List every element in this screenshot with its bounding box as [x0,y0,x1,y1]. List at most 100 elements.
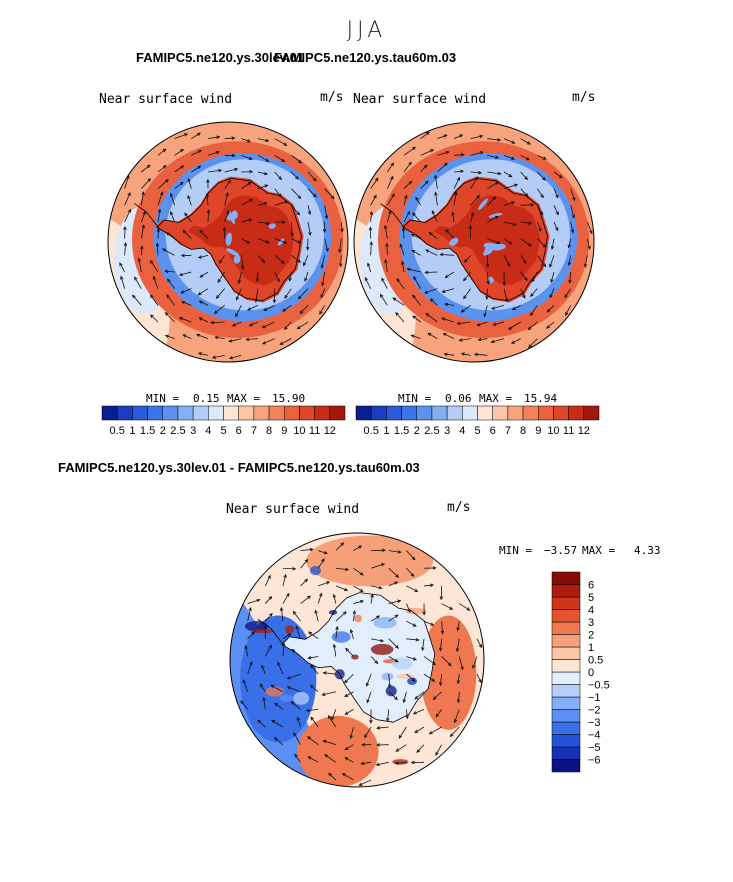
wind-vector [287,686,301,693]
wind-vector-head [197,165,202,170]
wind-vector-head [468,224,473,229]
wind-vectors [119,132,344,360]
wind-vector-head [412,657,417,661]
colorbar-cell [116,405,133,421]
wind-vector-head [286,676,291,680]
wind-vector [546,305,555,313]
wind-vector-head [434,191,438,196]
wind-vector [132,294,142,306]
wind-vector [415,197,422,206]
wind-vector [291,238,301,244]
wind-vector [416,744,425,753]
contour-fill [484,247,490,254]
colorbar-cell [329,405,346,421]
wind-vector-head [408,180,413,185]
wind-vector-head [428,730,433,735]
wind-vector [240,700,248,710]
wind-vector [425,271,438,273]
wind-vector [207,210,209,223]
wind-vector-head [182,334,187,338]
wind-vector-head [228,339,233,343]
wind-vector-head [240,265,245,270]
wind-vector-head [150,259,154,264]
wind-vector-head [214,335,219,340]
contour-fill [293,691,310,705]
wind-vector-head [155,242,160,247]
wind-vector-head [166,294,170,299]
wind-vector [441,603,453,610]
wind-vector-head [295,625,299,630]
wind-vector [315,610,319,622]
wind-vector [459,603,470,611]
contour-fill [226,248,240,256]
wind-vector [430,298,438,306]
wind-vector [413,709,425,715]
wind-vector [182,334,192,340]
colorbar-tick-label: 3 [444,425,450,437]
colorbar-tick-label: 7 [505,425,511,437]
wind-vector-head [147,178,152,182]
wind-vector-head [558,174,563,179]
wind-vector [324,238,329,252]
wind-vector-head [463,258,468,263]
wind-vector-head [504,298,509,303]
coastline [257,619,284,646]
wind-vector-head [162,164,167,169]
wind-vector-head [460,169,465,174]
wind-vector-head [427,332,432,337]
wind-vector-head [375,762,380,767]
wind-vector-head [291,648,296,653]
wind-vector [308,656,319,659]
wind-vector [453,177,460,189]
wind-vector [361,761,372,765]
wind-vector-head [156,227,161,232]
wind-vector-head [257,719,262,724]
wind-vector [165,312,175,323]
wind-vector-head [440,630,445,635]
wind-vector-head [379,293,384,298]
wind-vector [478,338,488,341]
wind-vector-head [307,756,312,760]
wind-vector-head [187,177,191,183]
wind-vector [454,709,460,723]
wind-vector [445,271,455,278]
wind-vector-head [406,267,411,272]
wind-vector-head [131,294,136,299]
wind-vector [141,164,151,173]
wind-vector-head [402,699,407,704]
wind-vector [425,313,438,323]
wind-vector [291,649,301,657]
wind-vector [406,603,411,613]
wind-vector-head [320,264,325,269]
wind-vector [463,271,471,281]
wind-vector [406,656,417,661]
wind-vector-head [343,679,348,684]
wind-vector [299,305,309,314]
wind-vector [307,188,317,198]
wind-vector-head [494,155,500,159]
wind-vector [520,255,527,264]
wind-vector-head [324,754,329,758]
wind-vector-head [497,138,502,142]
wind-vector [157,209,161,223]
wind-vector [503,184,518,190]
wind-vector-head [141,224,145,229]
wind-vector [187,178,192,189]
wind-vector-head [425,249,430,253]
wind-vector [219,255,225,264]
wind-vector-head [303,262,307,267]
wind-vector-head [531,278,535,283]
wind-vector [274,200,288,206]
wind-vector-head [494,215,499,220]
wind-vector-head [164,179,169,183]
panel2-max-label: MAX = [479,392,513,405]
wind-vector [157,179,169,189]
colorbar-tick-label: 3 [190,425,196,437]
wind-vector-head [344,587,349,592]
wind-vector [282,643,285,657]
wind-vector [520,154,530,161]
wind-vector-head [218,168,223,173]
wind-vector [282,567,296,570]
coastline [402,177,548,302]
wind-vector-head [423,164,428,169]
